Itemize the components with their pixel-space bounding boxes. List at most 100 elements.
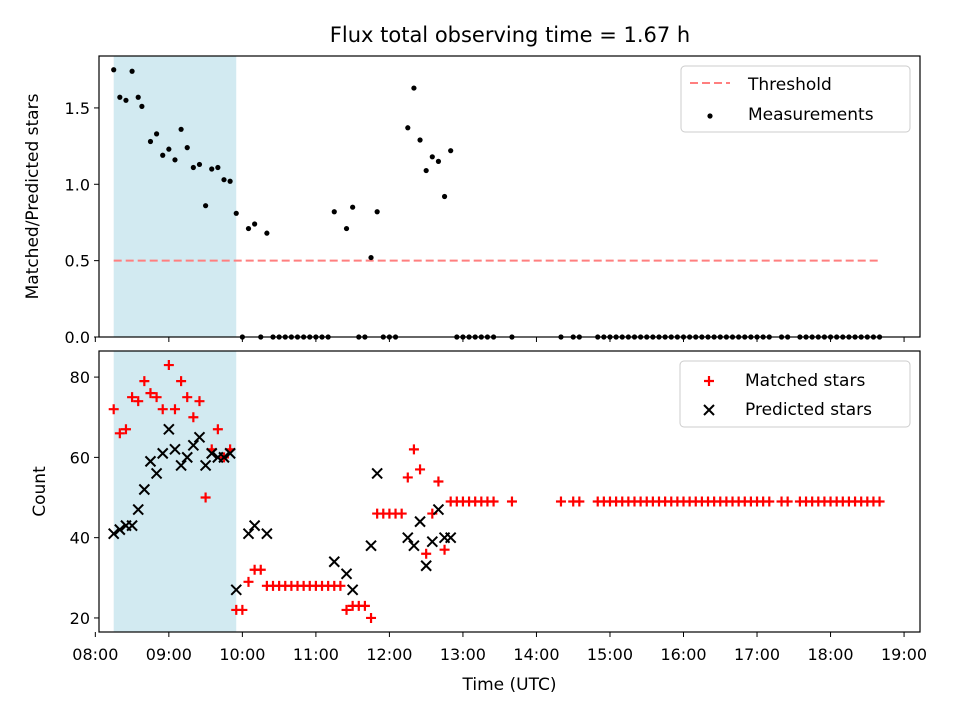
data-point — [157, 447, 169, 460]
data-point — [181, 451, 193, 464]
data-point — [245, 225, 252, 232]
data-point — [340, 568, 353, 580]
data-point — [151, 392, 162, 403]
data-point — [488, 496, 499, 507]
data-point — [230, 584, 242, 596]
data-point — [153, 131, 160, 137]
data-point — [764, 496, 775, 507]
bottom-panel: 20 40 60 80 08:00 09:00 10:00 11:00 12:00 13:00 14… — [30, 350, 927, 695]
data-point — [366, 612, 377, 623]
data-point — [421, 548, 432, 559]
top-panel: 0.0 0.5 1.0 1.5 Matched/Predicted stars Thres… — [23, 55, 921, 347]
y-axis-label: Matched/Predicted stars — [23, 93, 43, 299]
data-point — [350, 204, 356, 210]
legend-measurements-swatch — [707, 113, 713, 119]
data-point — [423, 167, 429, 174]
data-point — [221, 177, 227, 183]
x-tick-label: 13:00 — [440, 645, 486, 664]
data-point — [166, 146, 172, 152]
data-point — [135, 94, 141, 100]
data-point — [147, 138, 154, 145]
data-point — [169, 443, 181, 456]
data-point — [506, 496, 517, 507]
data-point — [359, 600, 370, 611]
data-point — [343, 225, 350, 232]
data-point — [405, 125, 411, 131]
x-tick-label: 09:00 — [146, 645, 192, 664]
data-point — [107, 527, 120, 540]
data-point — [144, 455, 157, 468]
data-point — [114, 428, 125, 439]
series-matched-stars — [108, 360, 885, 623]
data-point — [175, 459, 187, 472]
data-point — [127, 392, 138, 403]
data-point — [396, 508, 407, 519]
data-point — [117, 94, 123, 100]
data-point — [411, 85, 417, 91]
legend: Threshold Measurements — [680, 65, 911, 133]
data-point — [114, 523, 126, 536]
legend-matched-swatch — [704, 376, 714, 386]
data-point — [139, 376, 150, 387]
x-tick-label: 08:00 — [72, 645, 118, 664]
data-point — [187, 439, 200, 452]
legend: Matched stars Predicted stars — [679, 360, 911, 428]
data-point — [433, 476, 444, 487]
x-tick-label: 14:00 — [513, 645, 559, 664]
data-point — [242, 527, 255, 540]
legend-measurements-label: Measurements — [748, 105, 874, 125]
data-point — [108, 404, 119, 415]
data-point — [169, 404, 180, 415]
data-point — [429, 154, 435, 160]
data-point — [402, 531, 414, 544]
data-point — [243, 576, 254, 587]
y-tick-label: 0.5 — [65, 252, 90, 271]
data-point — [371, 467, 383, 480]
data-point — [160, 152, 166, 158]
x-axis-label: Time (UTC) — [462, 675, 557, 695]
data-point — [139, 103, 145, 109]
data-point — [237, 604, 248, 615]
data-point — [782, 496, 793, 507]
axes-frame — [98, 350, 921, 633]
series-predicted-stars — [107, 423, 457, 596]
data-point — [199, 459, 212, 472]
data-point — [145, 388, 156, 399]
data-point — [408, 444, 419, 455]
data-point — [365, 539, 377, 552]
x-tick-label: 12:00 — [366, 645, 412, 664]
data-point — [264, 230, 270, 236]
data-point — [206, 447, 218, 460]
data-point — [200, 492, 211, 503]
x-tick-label: 16:00 — [660, 645, 706, 664]
data-point — [252, 221, 258, 227]
y-tick-label: 80 — [70, 368, 90, 387]
data-point — [150, 467, 163, 480]
legend-predicted-swatch — [703, 404, 715, 416]
data-point — [209, 166, 215, 172]
legend-box — [680, 65, 911, 133]
data-point — [374, 209, 380, 215]
data-point — [218, 451, 230, 464]
figure-title: Flux total observing time = 1.67 h — [330, 23, 690, 47]
data-point — [335, 580, 346, 591]
data-point — [182, 392, 193, 403]
y-tick-label: 40 — [70, 529, 90, 548]
data-point — [417, 137, 423, 143]
data-point — [414, 515, 426, 528]
data-point — [555, 496, 566, 507]
data-point — [415, 464, 426, 475]
data-point — [224, 447, 236, 460]
data-point — [163, 360, 174, 371]
data-point — [432, 503, 445, 516]
data-point — [203, 203, 209, 209]
data-point — [176, 376, 187, 387]
data-point — [439, 544, 450, 555]
data-point — [184, 145, 190, 151]
data-point — [132, 503, 144, 516]
data-point — [227, 178, 233, 184]
data-point — [574, 496, 585, 507]
axes-frame — [98, 55, 921, 338]
data-point — [233, 210, 239, 216]
